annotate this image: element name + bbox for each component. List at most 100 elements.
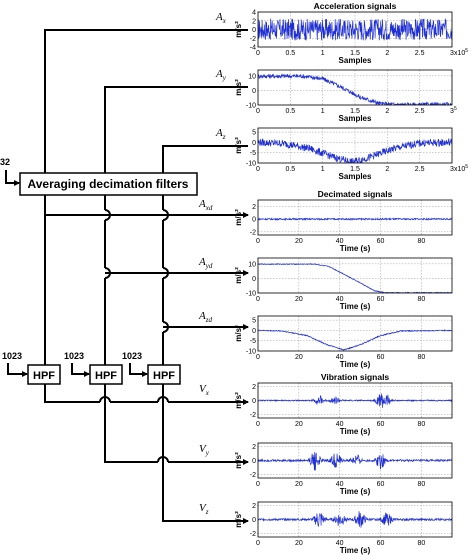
y-tick-label: 0 bbox=[252, 517, 256, 524]
x-axis-label: Samples bbox=[339, 114, 372, 123]
x-tick-label: 40 bbox=[336, 296, 344, 303]
y-axis-label: m/s² bbox=[234, 392, 243, 409]
wire-vx-output bbox=[44, 384, 248, 402]
x-tick-label: 80 bbox=[417, 421, 425, 428]
y-tick-label: -10 bbox=[246, 103, 256, 110]
y-tick-label: 2 bbox=[252, 204, 256, 211]
y-axis-label: m/s² bbox=[234, 137, 243, 154]
y-tick-label: -2 bbox=[250, 229, 256, 236]
x-tick-label: 0 bbox=[256, 421, 260, 428]
y-tick-label: -10 bbox=[246, 291, 256, 298]
exponent-base: x10 bbox=[454, 50, 465, 57]
y-tick-label: -2 bbox=[250, 531, 256, 538]
signal-symbol: A bbox=[198, 198, 206, 210]
y-tick-label: -2 bbox=[250, 472, 256, 479]
signal-label-raw-2: Az bbox=[215, 127, 226, 141]
y-tick-label: 0 bbox=[252, 27, 256, 34]
plot-frame bbox=[257, 127, 453, 164]
x-tick-label: 1.5 bbox=[350, 50, 360, 57]
series-line-ay bbox=[258, 73, 452, 105]
wire-ax-input bbox=[42, 29, 248, 179]
x-tick-label: 2 bbox=[385, 108, 389, 115]
plot-frame bbox=[257, 69, 453, 106]
y-tick-label: 10 bbox=[248, 261, 256, 268]
hpf-label: HPF bbox=[95, 370, 117, 382]
wire-hpf2-input bbox=[71, 363, 90, 377]
series-line-ax bbox=[258, 18, 452, 41]
series-line-vx bbox=[258, 393, 452, 408]
signal-label-raw-0: Ax bbox=[215, 11, 227, 25]
signal-subscript: x bbox=[222, 17, 227, 25]
signal-subscript: y bbox=[222, 74, 227, 82]
x-tick-label: 2 bbox=[385, 166, 389, 173]
hpf-block-z: HPF bbox=[147, 364, 181, 385]
plot-frame bbox=[257, 257, 453, 294]
x-tick-label: 60 bbox=[377, 540, 385, 547]
x-tick-label: 0 bbox=[256, 108, 260, 115]
decimation-block: Averaging decimation filters bbox=[19, 172, 198, 196]
x-tick-label: 40 bbox=[336, 481, 344, 488]
y-tick-label: -2 bbox=[250, 412, 256, 419]
x-tick-label: 60 bbox=[377, 238, 385, 245]
x-tick-label: 20 bbox=[295, 540, 303, 547]
y-axis-label: m/s² bbox=[234, 267, 243, 284]
y-tick-label: -10 bbox=[246, 161, 256, 168]
x-tick-label: 20 bbox=[295, 296, 303, 303]
signal-subscript: z bbox=[222, 133, 226, 141]
hpf-label: HPF bbox=[153, 370, 175, 382]
x-tick-label: 20 bbox=[295, 238, 303, 245]
hpf-block-y: HPF bbox=[89, 364, 123, 385]
y-tick-label: 2 bbox=[252, 18, 256, 25]
x-tick-label: 1.5 bbox=[350, 108, 360, 115]
x-tick-label: 0 bbox=[256, 238, 260, 245]
plot-frame bbox=[257, 11, 453, 48]
series-line-vy bbox=[258, 452, 452, 471]
x-tick-label: 40 bbox=[336, 354, 344, 361]
hpf-input-label: 1023 bbox=[2, 351, 22, 361]
y-tick-label: 0 bbox=[252, 458, 256, 465]
series-line-azd bbox=[258, 329, 452, 351]
y-axis-label: m/s² bbox=[234, 79, 243, 96]
signal-symbol: V bbox=[199, 502, 207, 514]
exponent-power: 5 bbox=[465, 164, 468, 170]
x-tick-label: 80 bbox=[417, 296, 425, 303]
x-axis-label: Samples bbox=[339, 172, 372, 181]
series-line-ayd bbox=[258, 263, 452, 293]
wire-vy-output bbox=[104, 384, 248, 462]
exponent-base: x10 bbox=[454, 166, 465, 173]
y-tick-label: -2 bbox=[250, 36, 256, 43]
x-tick-label: 0.5 bbox=[285, 108, 295, 115]
x-tick-label: 20 bbox=[295, 354, 303, 361]
wire-ay-input bbox=[102, 86, 248, 179]
y-tick-label: 5 bbox=[252, 130, 256, 137]
x-axis-exponent: x105 bbox=[454, 48, 468, 57]
x-tick-label: 80 bbox=[417, 481, 425, 488]
x-tick-label: 3 bbox=[450, 166, 454, 173]
plot-frame bbox=[257, 315, 453, 352]
y-tick-label: 0 bbox=[252, 140, 256, 147]
wire-hpf3-input bbox=[129, 363, 148, 377]
y-axis-label: m/s² bbox=[234, 209, 243, 226]
signal-subscript: yd bbox=[205, 262, 213, 270]
x-axis-exponent: 5 bbox=[454, 106, 457, 112]
signal-symbol: A bbox=[215, 68, 223, 80]
x-tick-label: 0.5 bbox=[285, 166, 295, 173]
x-tick-label: 60 bbox=[377, 421, 385, 428]
x-axis-label: Samples bbox=[339, 56, 372, 65]
wire-decimation-input bbox=[5, 170, 20, 186]
hpf-input-label: 1023 bbox=[64, 351, 84, 361]
y-axis-label: m/s² bbox=[234, 21, 243, 38]
y-axis-label: m/s² bbox=[234, 452, 243, 469]
decimation-input-label: 32 bbox=[0, 157, 10, 167]
x-tick-label: 60 bbox=[377, 296, 385, 303]
x-tick-label: 0.5 bbox=[285, 50, 295, 57]
chart-group-title: Decimated signals bbox=[318, 189, 393, 199]
y-tick-label: -5 bbox=[250, 150, 256, 157]
x-tick-label: 0 bbox=[256, 166, 260, 173]
x-tick-label: 1 bbox=[321, 108, 325, 115]
series-line-vz bbox=[258, 511, 452, 528]
